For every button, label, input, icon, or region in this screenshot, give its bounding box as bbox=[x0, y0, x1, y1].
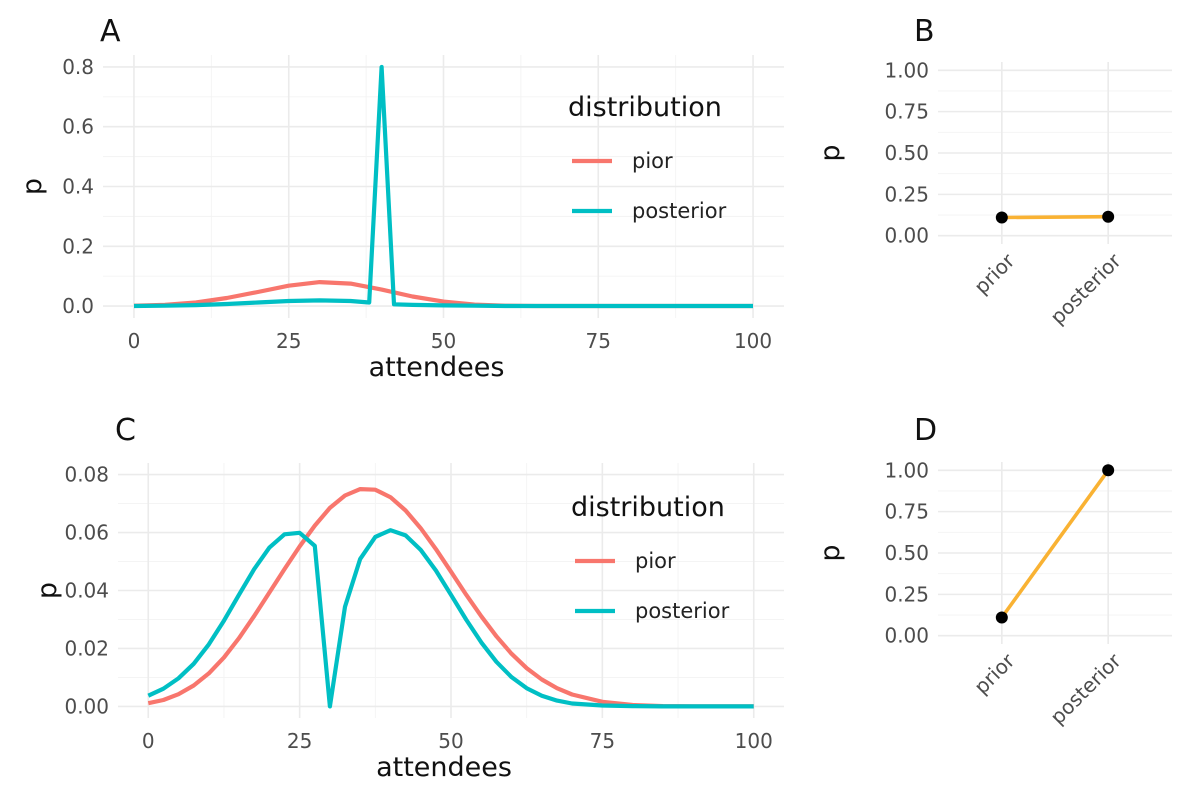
data-point-prior bbox=[995, 611, 1008, 624]
series-line-posterior bbox=[133, 64, 753, 309]
x-tick-label: 75 bbox=[586, 329, 611, 353]
y-axis-title: p bbox=[815, 144, 846, 161]
x-tick-label: posterior bbox=[1045, 648, 1126, 729]
x-tick-label: posterior bbox=[1045, 248, 1126, 329]
y-tick-label: 0.02 bbox=[64, 636, 109, 660]
chart-panel-c: C 0 25 50 75 100 0.00 0.02 0.04 0.06 0.08 p attendee… bbox=[32, 413, 784, 783]
x-tick-label: prior bbox=[969, 648, 1020, 699]
y-tick-label: 0.08 bbox=[64, 463, 109, 487]
y-axis-title: p bbox=[815, 544, 846, 561]
x-tick-label: 100 bbox=[735, 729, 773, 753]
y-axis-title: p bbox=[32, 582, 63, 599]
chart-panel-a: A 0 25 50 75 100 0.0 0.2 0.4 0.6 0.8 p attendees dist… bbox=[17, 14, 784, 383]
y-tick-label: 0.4 bbox=[62, 175, 94, 199]
x-tick-label: 100 bbox=[734, 329, 772, 353]
series-line-posterior bbox=[147, 528, 754, 709]
panel-tag: C bbox=[115, 413, 136, 448]
x-axis-title: attendees bbox=[369, 352, 505, 383]
legend-label: posterior bbox=[632, 199, 727, 223]
y-tick-label: 0.06 bbox=[64, 521, 109, 545]
x-tick-label: 25 bbox=[276, 329, 301, 353]
data-point-prior bbox=[995, 211, 1008, 224]
y-tick-label: 0.50 bbox=[884, 141, 929, 165]
x-tick-label: 75 bbox=[590, 729, 615, 753]
y-tick-label: 0.25 bbox=[884, 582, 929, 606]
legend-title: distribution bbox=[571, 492, 725, 523]
series-line bbox=[1001, 214, 1109, 220]
x-tick-label: prior bbox=[969, 248, 1020, 299]
y-tick-label: 0.75 bbox=[884, 100, 929, 124]
y-tick-label: 0.0 bbox=[62, 294, 94, 318]
y-tick-label: 0.25 bbox=[884, 182, 929, 206]
panel-tag: A bbox=[100, 14, 121, 49]
x-tick-label: 50 bbox=[431, 329, 456, 353]
x-tick-label: 0 bbox=[142, 729, 155, 753]
y-tick-label: 1.00 bbox=[884, 458, 929, 482]
panel-tag: B bbox=[914, 14, 935, 49]
x-axis-title: attendees bbox=[376, 752, 512, 783]
series-line bbox=[1000, 469, 1110, 619]
y-tick-label: 0.00 bbox=[64, 694, 109, 718]
data-point-posterior bbox=[1102, 464, 1115, 477]
y-tick-label: 1.00 bbox=[884, 58, 929, 82]
y-tick-label: 0.50 bbox=[884, 541, 929, 565]
x-tick-label: 25 bbox=[287, 729, 312, 753]
x-tick-label: 50 bbox=[438, 729, 463, 753]
y-tick-label: 0.2 bbox=[62, 234, 94, 258]
y-tick-label: 0.04 bbox=[64, 579, 109, 603]
legend-label: pior bbox=[632, 149, 673, 173]
legend-label: pior bbox=[635, 549, 676, 573]
y-tick-label: 0.00 bbox=[884, 224, 929, 248]
y-tick-label: 0.8 bbox=[62, 55, 94, 79]
series-line-pior bbox=[147, 487, 754, 709]
legend-title: distribution bbox=[568, 92, 722, 123]
y-tick-label: 0.6 bbox=[62, 115, 94, 139]
y-axis-title: p bbox=[17, 178, 48, 195]
data-point-posterior bbox=[1102, 210, 1115, 223]
legend-label: posterior bbox=[635, 599, 730, 623]
y-tick-label: 0.00 bbox=[884, 624, 929, 648]
x-tick-label: 0 bbox=[128, 329, 141, 353]
y-tick-label: 0.75 bbox=[884, 500, 929, 524]
panel-tag: D bbox=[914, 413, 937, 448]
